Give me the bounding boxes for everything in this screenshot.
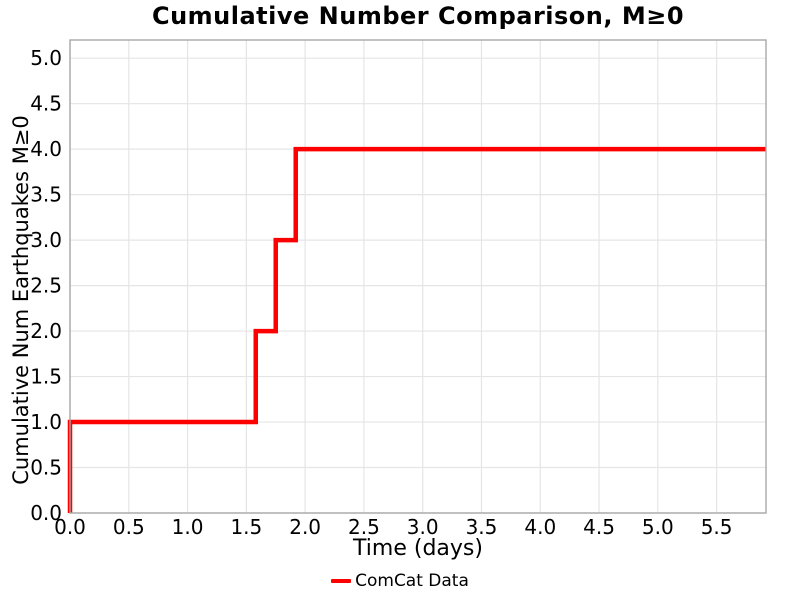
svg-text:5.5: 5.5 [701, 515, 733, 539]
svg-text:4.0: 4.0 [524, 515, 556, 539]
y-axis-title: Cumulative Num Earthquakes M≥0 [9, 115, 33, 485]
svg-text:3.5: 3.5 [30, 183, 62, 207]
svg-text:3.5: 3.5 [466, 515, 498, 539]
comcat-step-line [67, 146, 766, 513]
svg-text:0.0: 0.0 [30, 501, 62, 525]
svg-text:1.0: 1.0 [172, 515, 204, 539]
chart-title: Cumulative Number Comparison, M≥0 [151, 2, 685, 30]
svg-text:1.0: 1.0 [30, 410, 62, 434]
svg-text:1.5: 1.5 [230, 515, 262, 539]
panel-border [69, 39, 767, 514]
gridlines [69, 40, 766, 514]
svg-text:4.5: 4.5 [30, 92, 62, 116]
svg-text:5.0: 5.0 [642, 515, 674, 539]
x-tick-labels: 0.0 0.5 1.0 1.5 2.0 2.5 3.0 3.5 4.0 4.5 5.0 5.5 [54, 515, 732, 539]
legend-line-swatch [331, 579, 352, 583]
svg-text:0.5: 0.5 [113, 515, 145, 539]
legend-label: ComCat Data [355, 571, 469, 591]
svg-text:1.5: 1.5 [30, 365, 62, 389]
svg-text:3.0: 3.0 [407, 515, 439, 539]
svg-text:2.0: 2.0 [30, 319, 62, 343]
svg-text:4.0: 4.0 [30, 137, 62, 161]
svg-text:5.0: 5.0 [30, 46, 62, 70]
svg-text:0.5: 0.5 [30, 456, 62, 480]
legend: ComCat Data [0, 569, 800, 593]
svg-text:2.5: 2.5 [30, 274, 62, 298]
x-axis-title: Time (days) [353, 536, 483, 561]
svg-text:2.0: 2.0 [289, 515, 321, 539]
svg-text:4.5: 4.5 [583, 515, 615, 539]
svg-text:2.5: 2.5 [348, 515, 380, 539]
svg-text:3.0: 3.0 [30, 228, 62, 252]
y-tick-labels: 0.0 0.5 1.0 1.5 2.0 2.5 3.0 3.5 4.0 4.5 5.0 [30, 46, 62, 525]
svg-text:0.0: 0.0 [54, 515, 86, 539]
